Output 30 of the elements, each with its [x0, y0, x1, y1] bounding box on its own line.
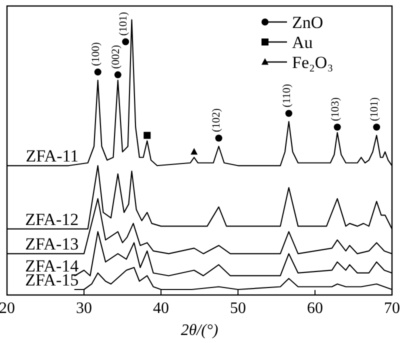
point — [144, 132, 151, 139]
series-label: ZFA-12 — [25, 210, 79, 229]
x-axis-title: 2θ/(°) — [180, 322, 218, 339]
x-tick-label: 70 — [384, 300, 400, 317]
point — [334, 124, 341, 131]
annotation: (103) — [329, 96, 342, 122]
annotation: (100) — [90, 42, 102, 66]
point — [94, 68, 102, 76]
point — [190, 148, 198, 155]
series-label: ZFA-13 — [25, 234, 79, 254]
annotation: (102) — [210, 108, 223, 132]
point — [215, 134, 222, 142]
point — [373, 124, 380, 131]
annotation: (110) — [280, 84, 293, 108]
x-tick-label: 50 — [230, 300, 246, 317]
x-tick-label: 30 — [76, 300, 92, 317]
legend-label: ZnO — [292, 13, 324, 32]
series-label: ZFA-11 — [26, 146, 79, 166]
point — [122, 38, 130, 46]
x-tick-label: 20 — [0, 300, 15, 317]
point — [114, 71, 122, 78]
legend-label: Fe₂O₃ — [292, 53, 334, 72]
x-tick-label: 60 — [307, 300, 323, 317]
legend-label: Au — [292, 33, 314, 52]
annotation: (101) — [118, 12, 130, 36]
annotation: (101) — [368, 96, 381, 122]
annotation: (002) — [110, 44, 122, 69]
series-label: ZFA-15 — [25, 270, 79, 290]
x-tick-label: 40 — [153, 300, 169, 317]
point — [285, 110, 292, 117]
